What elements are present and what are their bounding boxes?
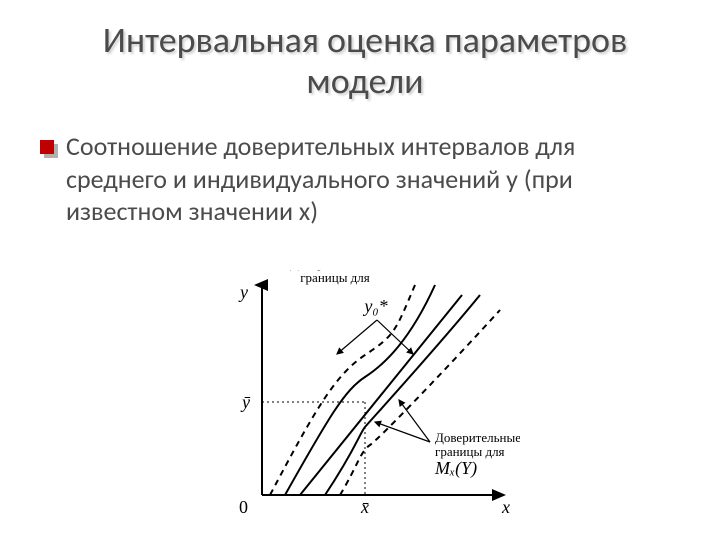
label-x-bar: x̄: [360, 497, 369, 517]
bullet-square-icon: [40, 140, 54, 154]
label-y0-star: y₀*: [362, 296, 387, 316]
title-line2: модели: [306, 59, 423, 103]
label-origin: 0: [239, 497, 248, 517]
annotation-bottom: Доверительные границы для Mₓ(Y): [434, 429, 520, 479]
confidence-interval-diagram: y x 0 ȳ x̄ Доверительные границы для y₀*…: [200, 270, 520, 530]
inner-band-upper: [285, 285, 435, 495]
pointer-bot-1: [399, 400, 430, 442]
outer-band-upper: [270, 285, 415, 495]
label-x: x: [501, 497, 510, 517]
label-y-bar: ȳ: [240, 392, 251, 412]
slide-body: Соотношение доверительных интервалов для…: [40, 130, 680, 228]
pointer-top-1: [337, 320, 377, 354]
bullet-item: Соотношение доверительных интервалов для…: [40, 130, 680, 228]
bullet-text: Соотношение доверительных интервалов для…: [66, 130, 680, 228]
slide-title: Интервальная оценка параметров модели: [40, 20, 690, 103]
annotation-top: Доверительные границы для: [290, 270, 380, 285]
label-y: y: [238, 282, 248, 302]
title-line1: Интервальная оценка параметров: [103, 18, 627, 62]
